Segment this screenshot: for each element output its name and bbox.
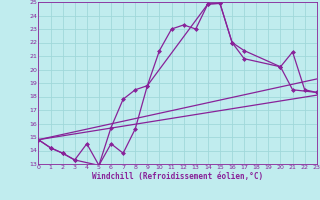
X-axis label: Windchill (Refroidissement éolien,°C): Windchill (Refroidissement éolien,°C) <box>92 172 263 181</box>
